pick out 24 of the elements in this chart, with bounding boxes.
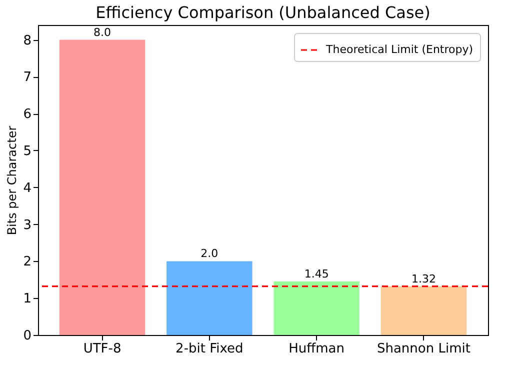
y-tick-label: 2 [23,254,32,270]
data-label: 2.0 [200,247,218,260]
y-axis-title: Bits per Character [5,126,20,236]
chart-title: Efficiency Comparison (Unbalanced Case) [96,3,430,22]
data-label: 1.45 [304,267,329,280]
data-label: 1.32 [411,272,436,286]
y-tick-label: 4 [23,180,32,196]
data-label: 8.0 [94,26,112,39]
y-tick-label: 7 [23,70,32,86]
y-tick-label: 0 [23,328,32,344]
y-tick-label: 8 [23,33,32,48]
bar [274,281,360,335]
y-tick-label: 1 [23,292,32,307]
bar [380,286,467,335]
legend-label: Theoretical Limit (Entropy) [325,43,474,56]
y-tick-label: 6 [23,107,32,122]
y-tick-label: 3 [23,218,32,233]
x-tick-label: UTF-8 [83,342,122,356]
bar [59,40,146,335]
x-tick-label: 2-bit Fixed [176,342,244,356]
x-tick-label: Shannon Limit [376,342,470,356]
bar [166,261,252,335]
x-tick-label: Huffman [288,342,344,356]
y-tick-label: 5 [23,144,32,159]
